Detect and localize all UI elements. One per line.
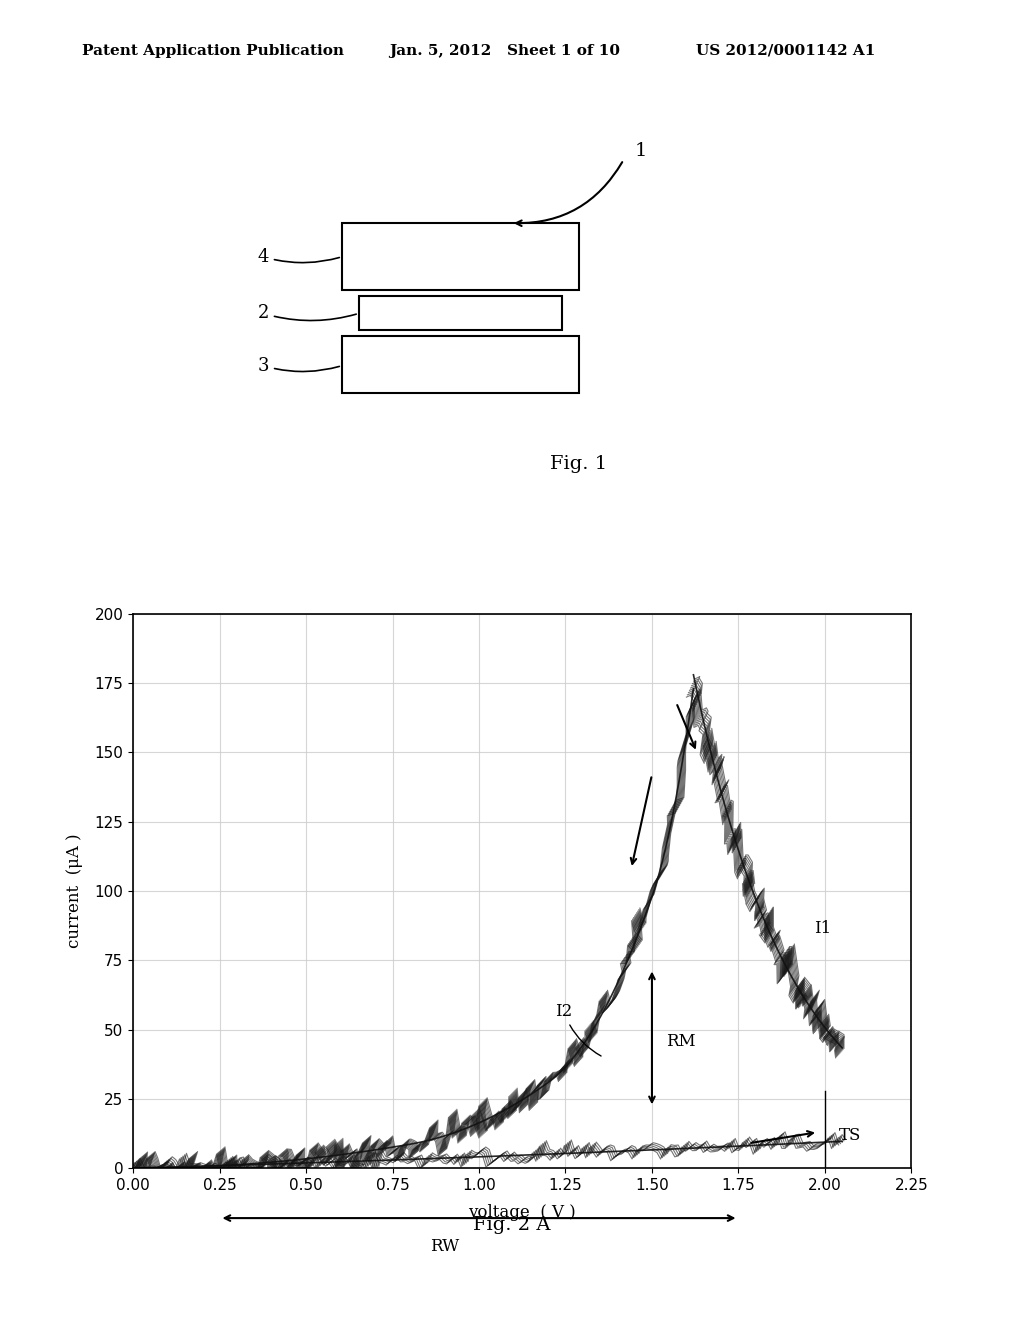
Text: TS: TS (839, 1127, 861, 1144)
Text: RM: RM (666, 1034, 695, 1051)
Text: Fig. 2 A: Fig. 2 A (473, 1216, 551, 1234)
Text: US 2012/0001142 A1: US 2012/0001142 A1 (696, 44, 876, 58)
Text: I2: I2 (555, 1003, 601, 1056)
Text: Patent Application Publication: Patent Application Publication (82, 44, 344, 58)
Y-axis label: current  (μA ): current (μA ) (67, 834, 83, 948)
Text: RW: RW (430, 1238, 459, 1255)
X-axis label: voltage  ( V ): voltage ( V ) (468, 1204, 577, 1221)
Text: 3: 3 (258, 356, 339, 375)
Text: Jan. 5, 2012   Sheet 1 of 10: Jan. 5, 2012 Sheet 1 of 10 (389, 44, 621, 58)
Bar (342, 223, 579, 290)
Text: Fig. 1: Fig. 1 (551, 454, 607, 473)
Text: 2: 2 (258, 305, 356, 322)
Text: 1: 1 (635, 141, 647, 160)
Text: 4: 4 (258, 248, 339, 265)
Bar (359, 297, 562, 330)
Bar (342, 337, 579, 393)
Text: I1: I1 (814, 920, 831, 937)
